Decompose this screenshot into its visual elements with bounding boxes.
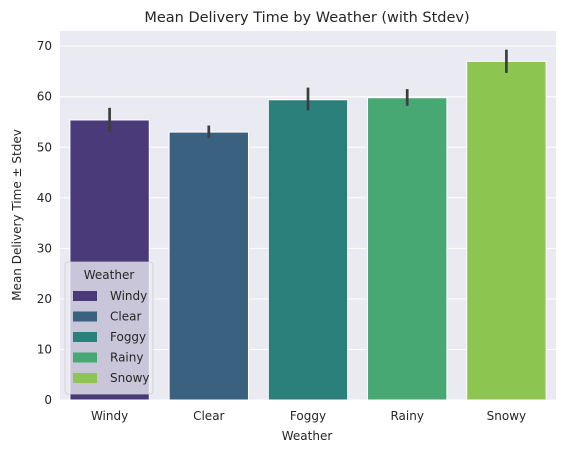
legend-title: Weather [84,268,135,282]
legend-swatch-clear [73,311,97,322]
bar-clear [168,131,249,401]
legend-label-windy: Windy [110,289,147,303]
x-tick-label: Windy [91,409,128,423]
x-tick-label: Rainy [390,409,423,423]
y-axis-label: Mean Delivery Time ± Stdev [10,129,24,301]
y-tick-label: 60 [37,90,52,104]
legend-label-clear: Clear [110,310,141,324]
y-tick-label: 20 [37,292,52,306]
y-tick-label: 30 [37,241,52,255]
y-tick-label: 50 [37,140,52,154]
legend: Weather Windy Clear Foggy Rainy Snowy [64,261,154,395]
x-tick-label: Clear [193,409,224,423]
legend-label-rainy: Rainy [110,351,143,365]
legend-swatch-windy [73,291,97,301]
bar-foggy [267,99,349,401]
x-tick-labels: Windy Clear Foggy Rainy Snowy [91,409,526,423]
legend-label-foggy: Foggy [110,330,146,344]
error-bars [108,49,508,139]
legend-swatch-rainy [73,352,97,363]
legend-label-snowy: Snowy [110,371,149,385]
legend-swatch-snowy [73,373,97,383]
y-tick-label: 70 [37,39,52,53]
y-tick-label: 40 [37,191,52,205]
y-tick-label: 10 [37,342,52,356]
y-tick-labels: 0 10 20 30 40 50 60 70 [37,39,52,407]
bar-snowy [466,60,547,401]
y-tick-label: 0 [44,393,52,407]
x-tick-label: Snowy [487,409,526,423]
bar-rainy [367,97,448,401]
chart-title: Mean Delivery Time by Weather (with Stde… [144,10,469,26]
x-tick-label: Foggy [290,409,326,423]
legend-swatch-foggy [73,332,97,342]
legend-items: Windy Clear Foggy Rainy Snowy [73,289,149,385]
x-axis-label: Weather [282,429,333,443]
